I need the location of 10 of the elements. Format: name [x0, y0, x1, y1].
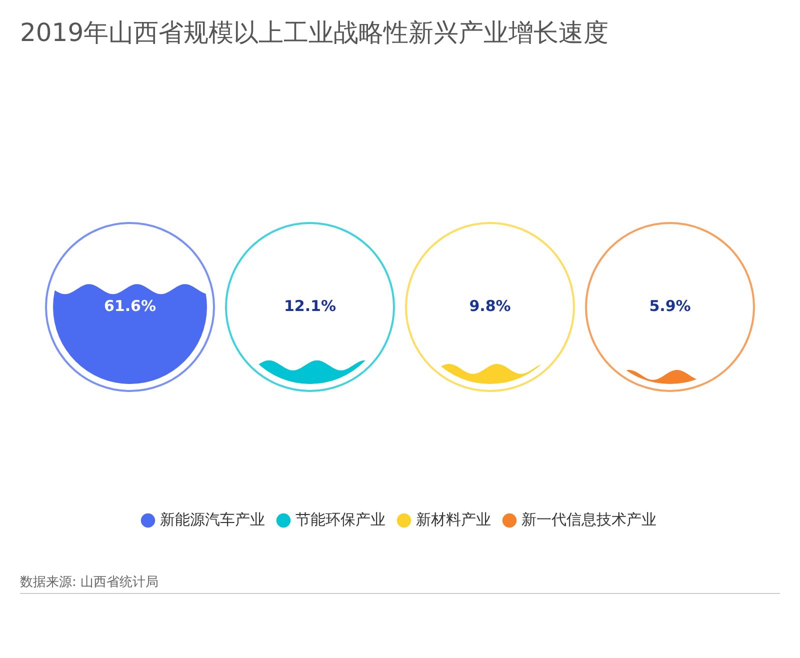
category-label: 新材料产业 [416, 510, 491, 528]
category-label: 新一代信息技术产业 [522, 510, 656, 528]
data-label: 5.9% [649, 296, 691, 315]
text: 2019年山西省规模以上工业战略性新兴产业增长速度 [20, 17, 609, 49]
data-label: 9.8% [469, 296, 511, 315]
source-note: 数据来源: 山西省统计局 [20, 574, 159, 591]
category-label: 节能环保产业 [296, 510, 386, 528]
data-label: 61.6% [104, 296, 156, 315]
data-label: 12.1% [284, 296, 336, 315]
category-label: 新能源汽车产业 [160, 510, 265, 528]
